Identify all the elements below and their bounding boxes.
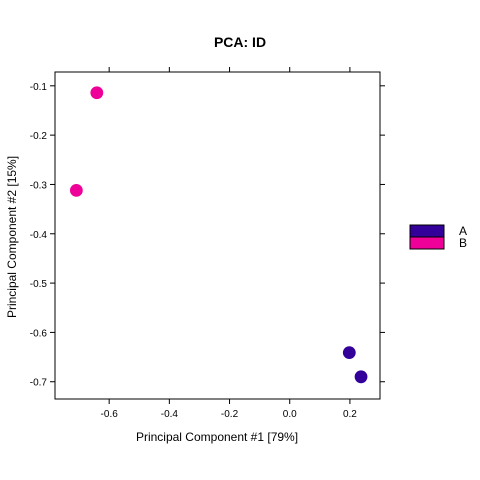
x-tick-label: -0.6 — [101, 409, 119, 420]
data-points — [69, 86, 368, 384]
y-axis: -0.1 -0.2 -0.3 -0.4 -0.5 -0.6 -0.7 — [30, 82, 385, 389]
x-tick-label: -0.2 — [221, 409, 239, 420]
legend-swatch-b — [409, 236, 445, 250]
point-series-a — [354, 370, 368, 384]
y-tick-label: -0.7 — [30, 378, 48, 389]
y-tick-label: -0.6 — [30, 328, 48, 339]
x-tick-label: -0.4 — [161, 409, 179, 420]
y-axis-label: Principal Component #2 [15%] — [5, 156, 19, 318]
x-tick-label: 0.0 — [283, 409, 297, 420]
point-series-b — [69, 183, 83, 197]
chart-title: PCA: ID — [214, 34, 266, 50]
plot-frame — [54, 71, 381, 400]
y-tick-label: -0.4 — [30, 230, 48, 241]
x-tick-label: 0.2 — [343, 409, 357, 420]
legend-swatch-a — [409, 224, 445, 238]
legend-label-a: A — [459, 224, 467, 238]
y-tick-label: -0.3 — [30, 180, 48, 191]
legend-label-b: B — [459, 236, 467, 250]
y-tick-label: -0.2 — [30, 131, 48, 142]
y-tick-label: -0.5 — [30, 279, 48, 290]
x-axis: -0.6 -0.4 -0.2 0.0 0.2 — [101, 67, 357, 420]
legend: AB — [409, 224, 467, 250]
y-tick-label: -0.1 — [30, 82, 48, 93]
x-axis-label: Principal Component #1 [79%] — [136, 430, 298, 444]
point-series-b — [90, 86, 104, 100]
point-series-a — [342, 346, 356, 360]
